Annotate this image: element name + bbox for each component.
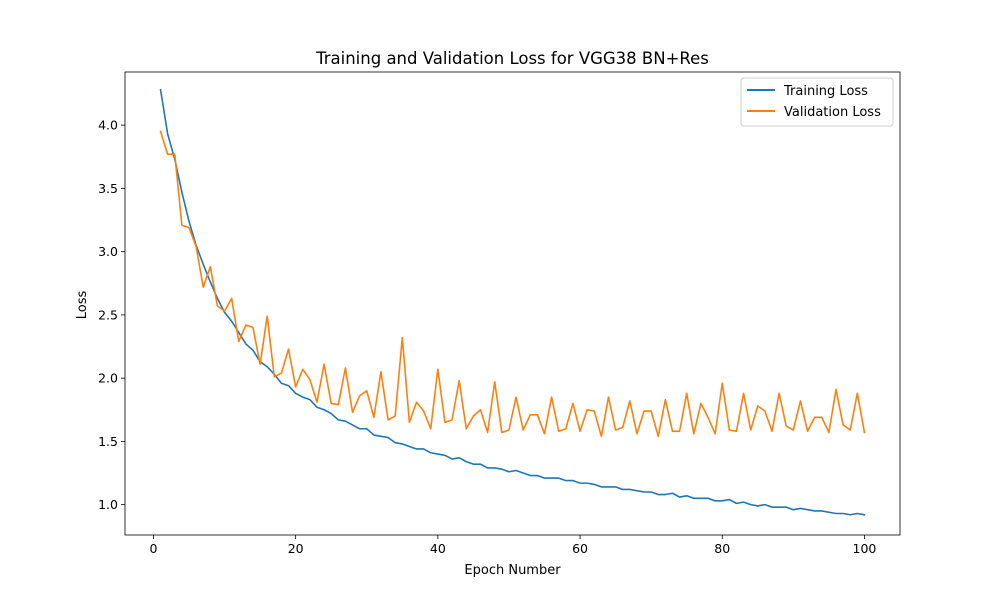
- y-axis-label: Loss: [75, 291, 90, 320]
- chart-title: Training and Validation Loss for VGG38 B…: [315, 49, 709, 68]
- y-axis-ticks: 1.0 1.5 2.0 2.5 3.0 3.5 4.0: [98, 118, 125, 512]
- series-lines: [159, 88, 866, 516]
- y-tick-label: 1.5: [98, 434, 118, 449]
- legend-label-validation: Validation Loss: [784, 105, 881, 120]
- series-line-training: [159, 88, 866, 516]
- legend-label-training: Training Loss: [783, 84, 868, 99]
- plot-area: [124, 71, 901, 536]
- y-tick-label: 2.0: [98, 371, 118, 386]
- x-tick-label: 80: [714, 541, 730, 556]
- y-tick-label: 3.0: [98, 244, 118, 259]
- x-tick-label: 20: [288, 541, 304, 556]
- x-axis-label: Epoch Number: [464, 563, 561, 578]
- y-tick-label: 1.0: [98, 497, 118, 512]
- legend: Training Loss Validation Loss: [740, 77, 894, 127]
- series-line-validation: [159, 130, 866, 438]
- x-axis-ticks: 0 20 40 60 80 100: [149, 535, 876, 556]
- y-tick-label: 3.5: [98, 181, 118, 196]
- plot-background: [125, 72, 900, 535]
- y-tick-label: 2.5: [98, 307, 118, 322]
- x-tick-label: 40: [430, 541, 446, 556]
- y-tick-label: 4.0: [98, 118, 118, 133]
- legend-box: [740, 77, 894, 127]
- x-tick-label: 0: [149, 541, 157, 556]
- plot-frame: [124, 71, 901, 536]
- x-tick-label: 100: [853, 541, 877, 556]
- x-tick-label: 60: [572, 541, 588, 556]
